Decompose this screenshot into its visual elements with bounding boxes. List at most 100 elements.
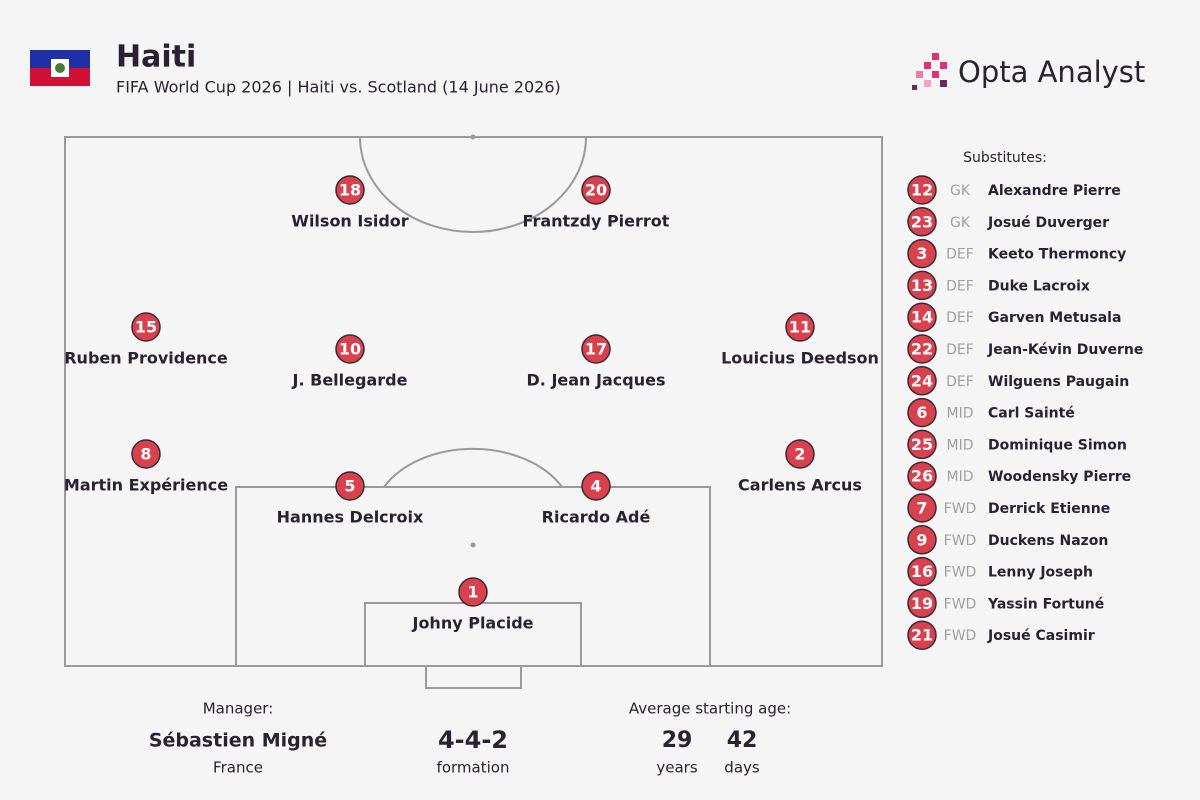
shirt-number: 1 [467, 583, 478, 602]
days-label: days [724, 759, 760, 777]
manager: Sébastien Migné [149, 730, 327, 752]
sub-name: Dominique Simon [988, 437, 1127, 453]
shirt-number: 14 [911, 308, 933, 327]
subtitle: FIFA World Cup 2026 | Haiti vs. Scotland… [116, 78, 561, 97]
sub-position: GK [950, 215, 971, 231]
sub-position: FWD [944, 628, 977, 644]
player-name: Martin Expérience [64, 476, 228, 495]
brand: Opta Analyst [958, 55, 1145, 89]
shirt-number: 7 [916, 499, 927, 518]
sub-position: DEF [946, 310, 974, 326]
player-name: Wilson Isidor [291, 212, 409, 231]
shirt-badge [335, 471, 365, 501]
shirt-badge [907, 302, 937, 332]
sub-position: GK [950, 183, 971, 199]
manager-label: Manager: [203, 700, 274, 718]
years-label: years [656, 759, 697, 777]
sub-position: DEF [946, 342, 974, 358]
shirt-number: 19 [911, 594, 933, 613]
shirt-number: 22 [911, 340, 933, 359]
age-days: 42 [727, 728, 758, 753]
player-name: Carlens Arcus [738, 476, 862, 495]
shirt-badge [581, 175, 611, 205]
shirt-number: 21 [911, 626, 933, 645]
player-name: Ruben Providence [64, 349, 228, 368]
sub-position: DEF [946, 247, 974, 263]
shirt-badge [907, 461, 937, 491]
shirt-badge [907, 175, 937, 205]
player-name: D. Jean Jacques [527, 371, 666, 390]
shirt-badge [907, 429, 937, 460]
player-name: Louicius Deedson [721, 349, 879, 368]
shirt-number: 15 [135, 318, 157, 337]
flag [30, 50, 90, 86]
shirt-badge [907, 556, 937, 587]
shirt-number: 20 [585, 181, 607, 200]
sub-name: Yassin Fortuné [987, 596, 1104, 612]
substitutes-label: Substitutes: [963, 150, 1047, 166]
shirt-badge [907, 525, 937, 555]
sub-position: FWD [944, 533, 977, 549]
sub-name: Woodensky Pierre [988, 469, 1131, 485]
sub-position: MID [947, 406, 974, 422]
player-name: Frantzdy Pierrot [523, 212, 670, 231]
shirt-number: 12 [911, 181, 933, 200]
shirt-number: 25 [911, 435, 933, 454]
shirt-badge [335, 334, 365, 364]
shirt-number: 8 [140, 445, 151, 464]
sub-name: Josué Duverger [987, 215, 1109, 231]
sub-name: Josué Casimir [987, 628, 1095, 644]
shirt-badge [907, 207, 937, 237]
shirt-badge [907, 334, 937, 364]
shirt-badge [907, 493, 937, 523]
sub-name: Duckens Nazon [988, 533, 1108, 549]
sub-name: Carl Sainté [988, 406, 1075, 422]
age-years: 29 [662, 728, 693, 753]
shirt-badge [907, 238, 937, 269]
shirt-number: 10 [339, 340, 361, 359]
sub-position: FWD [944, 596, 977, 612]
substitutes: 12 GK Alexandre Pierre 23 GK Josué Duverger 3 D… [907, 175, 1143, 650]
shirt-badge [907, 588, 937, 619]
shirt-badge [458, 577, 488, 607]
sub-name: Keeto Thermoncy [988, 247, 1126, 263]
shirt-badge [131, 439, 161, 469]
player-name: J. Bellegarde [292, 371, 408, 390]
sub-position: DEF [946, 278, 974, 294]
formation: 4-4-2 [438, 726, 508, 754]
shirt-number: 16 [911, 562, 933, 581]
shirt-badge [581, 334, 611, 364]
shirt-number: 3 [916, 244, 927, 263]
shirt-number: 13 [911, 276, 933, 295]
pitch [64, 134, 883, 689]
shirt-badge [335, 175, 365, 205]
shirt-badge [131, 312, 161, 342]
shirt-badge [907, 366, 937, 396]
shirt-number: 17 [585, 340, 607, 359]
shirt-badge [581, 471, 611, 501]
shirt-number: 11 [789, 318, 811, 337]
title: Haiti [116, 40, 196, 75]
shirt-number: 2 [794, 445, 805, 464]
shirt-badge [907, 620, 937, 650]
sub-name: Derrick Etienne [988, 501, 1110, 517]
sub-name: Lenny Joseph [988, 565, 1093, 581]
player-name: Johny Placide [411, 614, 533, 633]
shirt-number: 9 [916, 530, 927, 549]
player-name: Ricardo Adé [542, 508, 651, 527]
brand-logo [912, 53, 947, 90]
player-name: Hannes Delcroix [277, 508, 424, 527]
shirt-number: 23 [911, 212, 933, 231]
sub-name: Wilguens Paugain [988, 374, 1129, 390]
sub-position: MID [947, 437, 974, 453]
shirt-number: 18 [339, 181, 361, 200]
sub-position: FWD [944, 501, 977, 517]
sub-name: Garven Metusala [988, 310, 1121, 326]
age-label: Average starting age: [629, 700, 791, 718]
sub-name: Duke Lacroix [988, 278, 1090, 294]
manager-country: France [213, 759, 263, 777]
